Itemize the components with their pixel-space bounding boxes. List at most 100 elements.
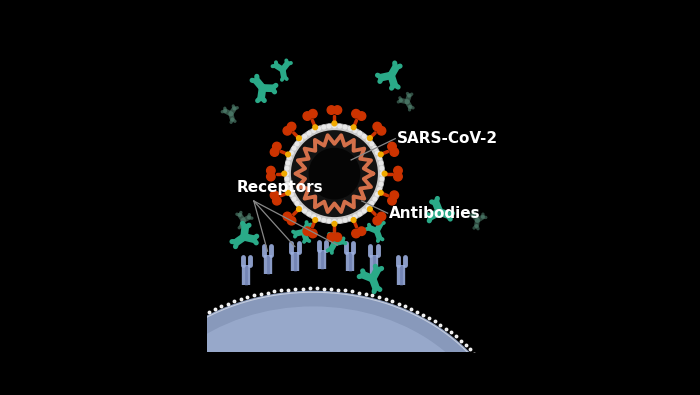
Circle shape bbox=[292, 147, 296, 150]
Circle shape bbox=[368, 207, 372, 211]
Circle shape bbox=[299, 205, 302, 209]
Circle shape bbox=[343, 125, 347, 129]
Circle shape bbox=[333, 233, 342, 241]
Circle shape bbox=[358, 132, 362, 135]
Circle shape bbox=[317, 217, 321, 220]
Circle shape bbox=[297, 207, 301, 211]
Circle shape bbox=[312, 129, 316, 132]
Circle shape bbox=[312, 215, 316, 218]
Circle shape bbox=[285, 166, 289, 170]
Circle shape bbox=[373, 197, 377, 201]
Circle shape bbox=[309, 148, 360, 199]
Circle shape bbox=[267, 172, 275, 181]
Circle shape bbox=[363, 134, 366, 138]
Circle shape bbox=[299, 138, 302, 142]
Circle shape bbox=[354, 129, 357, 132]
Circle shape bbox=[332, 222, 337, 226]
Circle shape bbox=[338, 124, 342, 128]
Circle shape bbox=[309, 229, 317, 238]
Circle shape bbox=[283, 126, 292, 135]
Circle shape bbox=[285, 177, 289, 181]
Circle shape bbox=[322, 218, 326, 222]
Circle shape bbox=[327, 233, 336, 241]
Circle shape bbox=[295, 201, 299, 205]
Circle shape bbox=[373, 147, 377, 150]
Circle shape bbox=[267, 166, 275, 175]
Circle shape bbox=[377, 212, 386, 221]
Circle shape bbox=[376, 151, 379, 155]
Circle shape bbox=[388, 196, 396, 205]
Circle shape bbox=[357, 112, 366, 120]
Circle shape bbox=[351, 218, 356, 222]
Circle shape bbox=[379, 161, 383, 165]
Circle shape bbox=[291, 130, 378, 217]
Circle shape bbox=[380, 166, 384, 170]
Circle shape bbox=[349, 127, 352, 130]
Circle shape bbox=[376, 192, 379, 196]
Circle shape bbox=[379, 152, 383, 157]
Circle shape bbox=[390, 148, 398, 156]
Circle shape bbox=[327, 124, 331, 128]
Circle shape bbox=[333, 106, 342, 114]
Circle shape bbox=[287, 122, 296, 131]
Circle shape bbox=[393, 166, 402, 175]
Circle shape bbox=[379, 182, 383, 186]
Circle shape bbox=[292, 197, 296, 201]
Text: Antibodies: Antibodies bbox=[389, 206, 481, 221]
Circle shape bbox=[351, 109, 360, 118]
Circle shape bbox=[380, 177, 384, 181]
Circle shape bbox=[286, 152, 290, 157]
Circle shape bbox=[380, 172, 384, 175]
Circle shape bbox=[378, 156, 382, 160]
Circle shape bbox=[283, 212, 292, 221]
Circle shape bbox=[309, 109, 317, 118]
Circle shape bbox=[327, 219, 331, 223]
Circle shape bbox=[379, 190, 383, 195]
Circle shape bbox=[351, 125, 356, 130]
Circle shape bbox=[366, 205, 370, 209]
Circle shape bbox=[307, 132, 311, 135]
Circle shape bbox=[354, 215, 357, 218]
Circle shape bbox=[288, 156, 291, 160]
Circle shape bbox=[390, 191, 398, 199]
Circle shape bbox=[270, 191, 279, 199]
Ellipse shape bbox=[131, 307, 495, 395]
Circle shape bbox=[290, 192, 293, 196]
Circle shape bbox=[358, 212, 362, 216]
Circle shape bbox=[303, 209, 307, 213]
Circle shape bbox=[351, 229, 360, 238]
Circle shape bbox=[388, 142, 396, 151]
Circle shape bbox=[270, 148, 279, 156]
Circle shape bbox=[378, 188, 382, 191]
Circle shape bbox=[288, 188, 291, 191]
Circle shape bbox=[349, 217, 352, 220]
Circle shape bbox=[297, 136, 301, 141]
Circle shape bbox=[370, 142, 374, 146]
Circle shape bbox=[295, 142, 299, 146]
Text: SARS-CoV-2: SARS-CoV-2 bbox=[397, 131, 498, 146]
Circle shape bbox=[303, 134, 307, 138]
Circle shape bbox=[327, 106, 336, 114]
Circle shape bbox=[382, 171, 387, 176]
Circle shape bbox=[322, 125, 326, 129]
Circle shape bbox=[393, 172, 402, 181]
Circle shape bbox=[272, 196, 281, 205]
Circle shape bbox=[285, 172, 288, 175]
Text: Receptors: Receptors bbox=[237, 180, 323, 195]
Circle shape bbox=[290, 151, 293, 155]
Circle shape bbox=[332, 121, 337, 126]
Circle shape bbox=[343, 218, 347, 222]
Circle shape bbox=[303, 112, 312, 120]
Circle shape bbox=[286, 161, 290, 165]
Circle shape bbox=[373, 216, 382, 225]
Circle shape bbox=[332, 124, 336, 128]
Circle shape bbox=[284, 123, 384, 224]
Circle shape bbox=[377, 126, 386, 135]
Circle shape bbox=[373, 122, 382, 131]
Circle shape bbox=[370, 201, 374, 205]
Circle shape bbox=[303, 227, 312, 235]
Circle shape bbox=[357, 227, 366, 235]
Circle shape bbox=[363, 209, 366, 213]
Circle shape bbox=[338, 219, 342, 223]
Circle shape bbox=[332, 220, 336, 223]
